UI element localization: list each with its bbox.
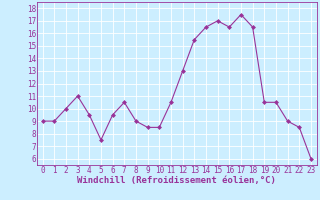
X-axis label: Windchill (Refroidissement éolien,°C): Windchill (Refroidissement éolien,°C) [77, 176, 276, 185]
